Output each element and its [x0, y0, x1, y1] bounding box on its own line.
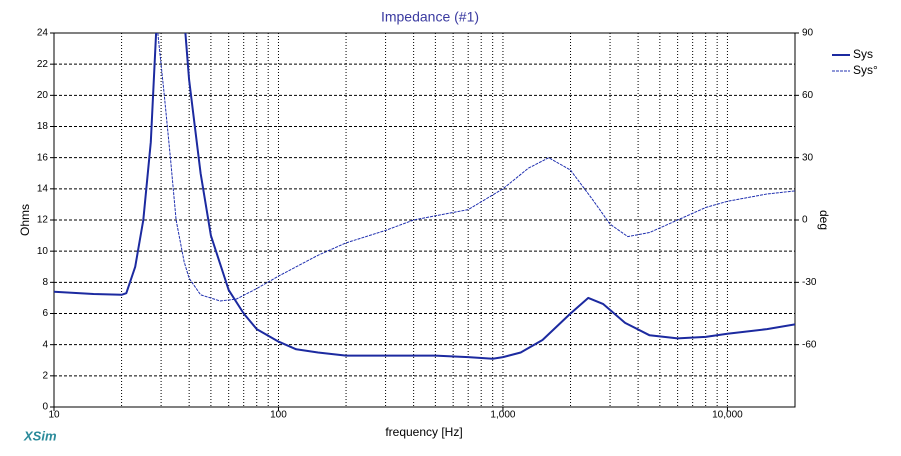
- x-tick-label: 10: [48, 410, 60, 421]
- y-tick-label: 4: [42, 339, 48, 350]
- y-tick-label: 8: [42, 277, 48, 288]
- y-tick-label: 6: [42, 308, 48, 319]
- watermark: XSim: [23, 428, 57, 443]
- chart-title: Impedance (#1): [381, 9, 479, 25]
- y2-tick-label: 30: [802, 152, 814, 163]
- plot-area: [54, 33, 795, 360]
- y-tick-label: 24: [37, 28, 49, 39]
- y-tick-label: 16: [37, 152, 49, 163]
- legend-label: Sys°: [853, 63, 878, 77]
- y2-tick-label: 90: [802, 28, 814, 39]
- y2-tick-label: -60: [802, 339, 817, 350]
- series-line: [54, 33, 795, 360]
- y2-tick-label: 60: [802, 90, 814, 101]
- y2-axis-label: deg: [817, 210, 831, 230]
- legend-label: Sys: [853, 47, 873, 61]
- x-tick-label: 1,000: [490, 410, 515, 421]
- x-axis-label: frequency [Hz]: [385, 425, 462, 439]
- series-line: [157, 33, 795, 302]
- x-tick-label: 10,000: [712, 410, 743, 421]
- y-tick-label: 2: [42, 370, 48, 381]
- y-tick-label: 22: [37, 59, 49, 70]
- y-tick-label: 20: [37, 90, 49, 101]
- plot-frame: [53, 32, 796, 408]
- y-tick-label: 18: [37, 121, 49, 132]
- x-tick-label: 100: [270, 410, 287, 421]
- y2-tick-label: 0: [802, 215, 808, 226]
- y-tick-label: 12: [37, 215, 49, 226]
- y2-tick-label: -30: [802, 277, 817, 288]
- y-tick-label: 10: [37, 246, 49, 257]
- y-axis-label: Ohms: [18, 204, 32, 236]
- y-tick-label: 0: [42, 402, 48, 413]
- y-tick-label: 14: [37, 183, 49, 194]
